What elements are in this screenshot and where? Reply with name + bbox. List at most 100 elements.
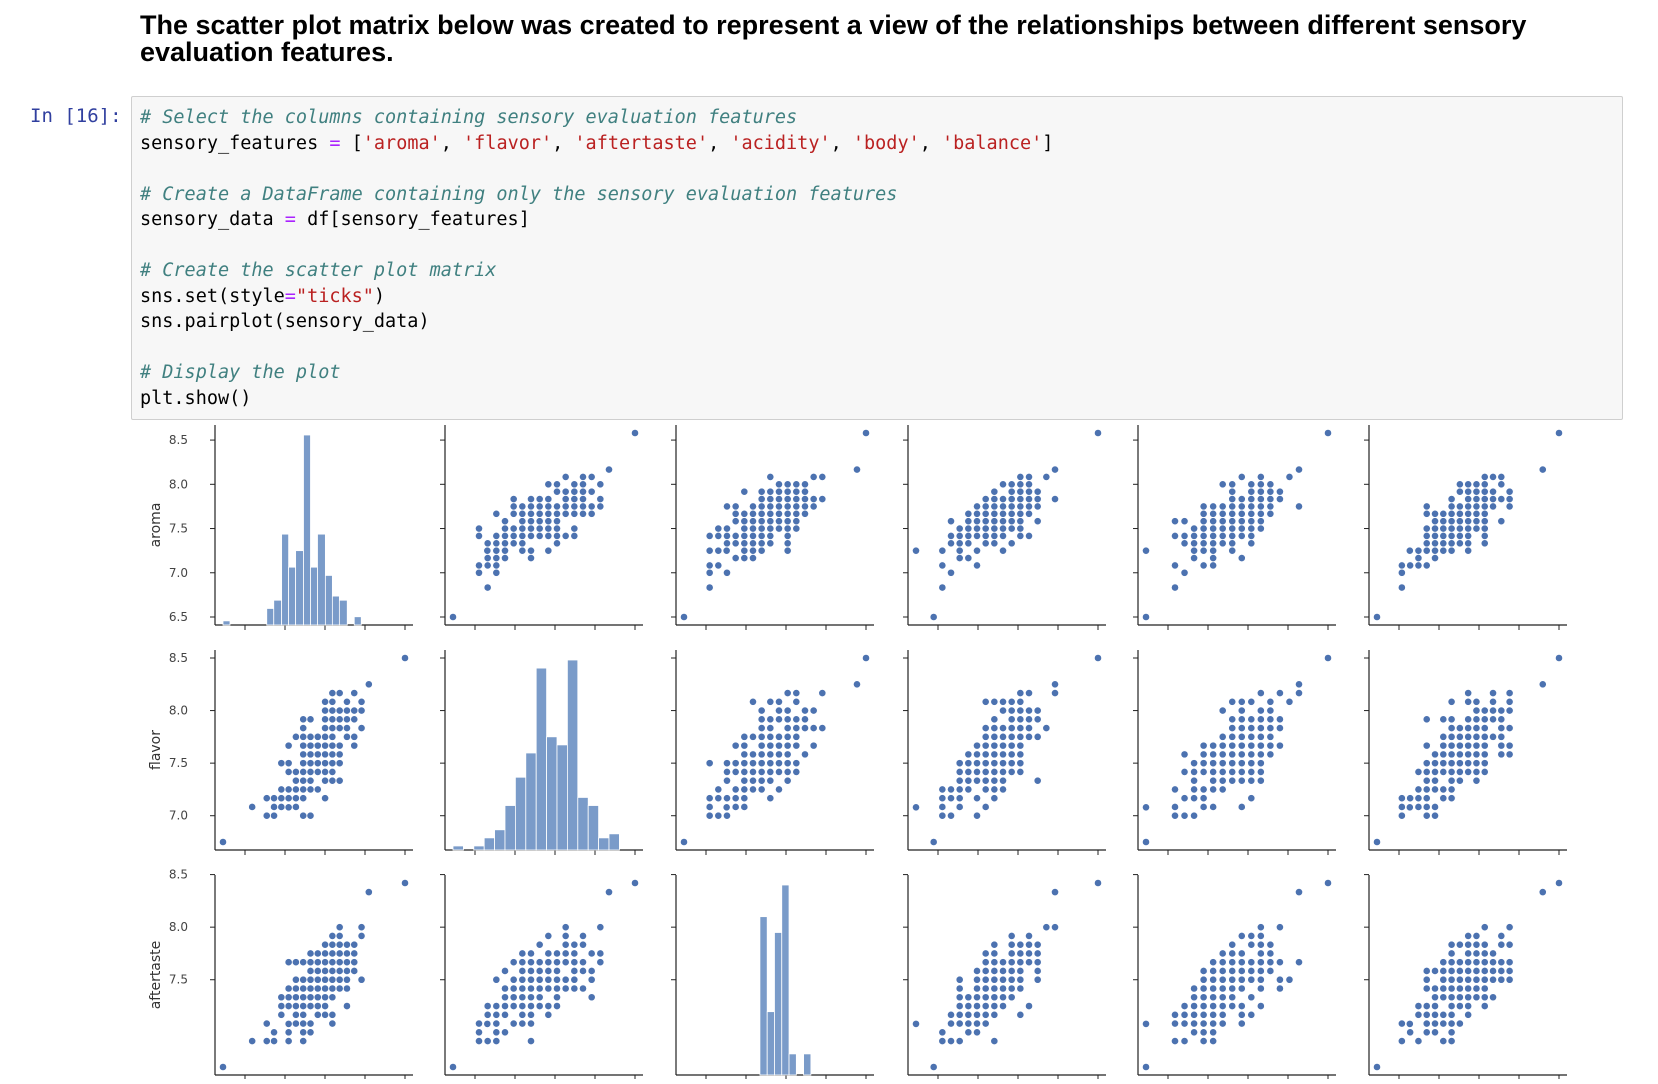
scatter-point [818, 495, 827, 503]
scatter-point [270, 1037, 278, 1045]
scatter-point [306, 958, 315, 967]
scatter-point [335, 984, 344, 993]
scatter-point [1431, 1010, 1439, 1019]
scatter-point [947, 539, 955, 548]
scatter-point [1247, 759, 1256, 768]
scatter-point [328, 724, 337, 732]
scatter-point [990, 975, 999, 984]
scatter-point [321, 750, 329, 759]
scatter-point [1414, 794, 1423, 803]
code-line[interactable]: sensory_data = df[sensory_features] [140, 207, 1614, 233]
scatter-point [1190, 532, 1198, 540]
scatter-point [1218, 759, 1227, 768]
code-token: 'aftertaste' [574, 132, 709, 154]
scatter-point [1180, 1002, 1189, 1010]
code-token: , [708, 132, 731, 154]
scatter-point [981, 741, 990, 750]
scatter-point [299, 993, 308, 1002]
scatter-point [1171, 517, 1179, 526]
scatter-point [1209, 759, 1218, 768]
scatter-point [1373, 1063, 1381, 1071]
scatter-point [1190, 794, 1198, 803]
scatter-point [740, 750, 749, 759]
scatter-point [1472, 984, 1481, 993]
scatter-point [1180, 532, 1189, 540]
code-line[interactable]: plt.show() [140, 386, 1614, 412]
scatter-point [1042, 923, 1051, 932]
scatter-point [1489, 689, 1497, 697]
scatter-point [766, 759, 775, 768]
panel-aftertaste-vs-aroma [210, 874, 413, 1079]
scatter-point [1190, 776, 1198, 785]
scatter-point [955, 768, 964, 776]
scatter-point [501, 1010, 509, 1019]
scatter-point [518, 539, 527, 548]
code-cell-input[interactable]: # Select the columns containing sensory … [131, 96, 1623, 420]
scatter-point [783, 750, 792, 759]
pairplot-row-flavor: flavor 7.0 7.5 8.0 8.5 [148, 650, 1567, 855]
scatter-point [783, 495, 792, 503]
code-line[interactable] [140, 233, 1614, 259]
scatter-point [1505, 502, 1514, 511]
scatter-point [1455, 732, 1464, 741]
scatter-point [801, 706, 809, 715]
scatter-point [1016, 697, 1025, 706]
code-line[interactable]: sns.set(style="ticks") [140, 284, 1614, 310]
scatter-point [1455, 940, 1464, 949]
scatter-point [343, 724, 351, 732]
scatter-point [518, 975, 527, 984]
y-tick-label: 7.0 [169, 566, 188, 580]
scatter-point [723, 811, 731, 820]
panel-flavor-vs-body [1133, 650, 1336, 855]
scatter-point [1033, 502, 1042, 511]
scatter-point [553, 517, 561, 526]
histogram-bar [514, 776, 527, 851]
scatter-point [1199, 509, 1208, 518]
scatter-point [570, 975, 579, 984]
code-line[interactable]: # Create a DataFrame containing only the… [140, 182, 1614, 208]
scatter-point [1405, 546, 1414, 555]
scatter-point [299, 1019, 308, 1028]
scatter-point [1209, 1002, 1218, 1010]
scatter-point [1439, 759, 1448, 768]
histogram-bar [587, 805, 600, 851]
scatter-point [357, 975, 366, 984]
scatter-point [1256, 750, 1265, 759]
scatter-point [999, 724, 1007, 732]
code-line[interactable]: sensory_features = ['aroma', 'flavor', '… [140, 131, 1614, 157]
scatter-point [328, 706, 337, 715]
scatter-point [1199, 561, 1208, 570]
scatter-point [1455, 759, 1464, 768]
scatter-point [328, 697, 337, 706]
code-line[interactable] [140, 156, 1614, 182]
scatter-point [1247, 768, 1256, 776]
scatter-point [306, 715, 315, 724]
scatter-point [579, 984, 587, 993]
panel-aroma-vs-flavor [440, 425, 643, 630]
scatter-point [1489, 975, 1497, 984]
scatter-point [1276, 495, 1284, 503]
scatter-point [775, 750, 783, 759]
scatter-point [1266, 958, 1275, 967]
scatter-point [321, 993, 329, 1002]
scatter-point [306, 1019, 315, 1028]
y-tick-label: 7.5 [169, 522, 188, 536]
scatter-point [1447, 768, 1456, 776]
scatter-point [605, 888, 613, 897]
scatter-point [299, 1028, 308, 1037]
scatter-point [535, 940, 544, 949]
code-line[interactable]: # Create the scatter plot matrix [140, 258, 1614, 284]
scatter-point [306, 1028, 315, 1037]
scatter-point [740, 524, 749, 533]
scatter-point [1190, 759, 1198, 768]
scatter-point [973, 975, 981, 984]
code-line[interactable]: sns.pairplot(sensory_data) [140, 309, 1614, 335]
scatter-point [1472, 517, 1481, 526]
code-line[interactable]: # Select the columns containing sensory … [140, 105, 1614, 131]
scatter-point [1464, 546, 1473, 555]
code-line[interactable]: # Display the plot [140, 360, 1614, 386]
scatter-point [1464, 517, 1473, 526]
scatter-point [1016, 724, 1025, 732]
code-line[interactable] [140, 335, 1614, 361]
scatter-point [999, 706, 1007, 715]
